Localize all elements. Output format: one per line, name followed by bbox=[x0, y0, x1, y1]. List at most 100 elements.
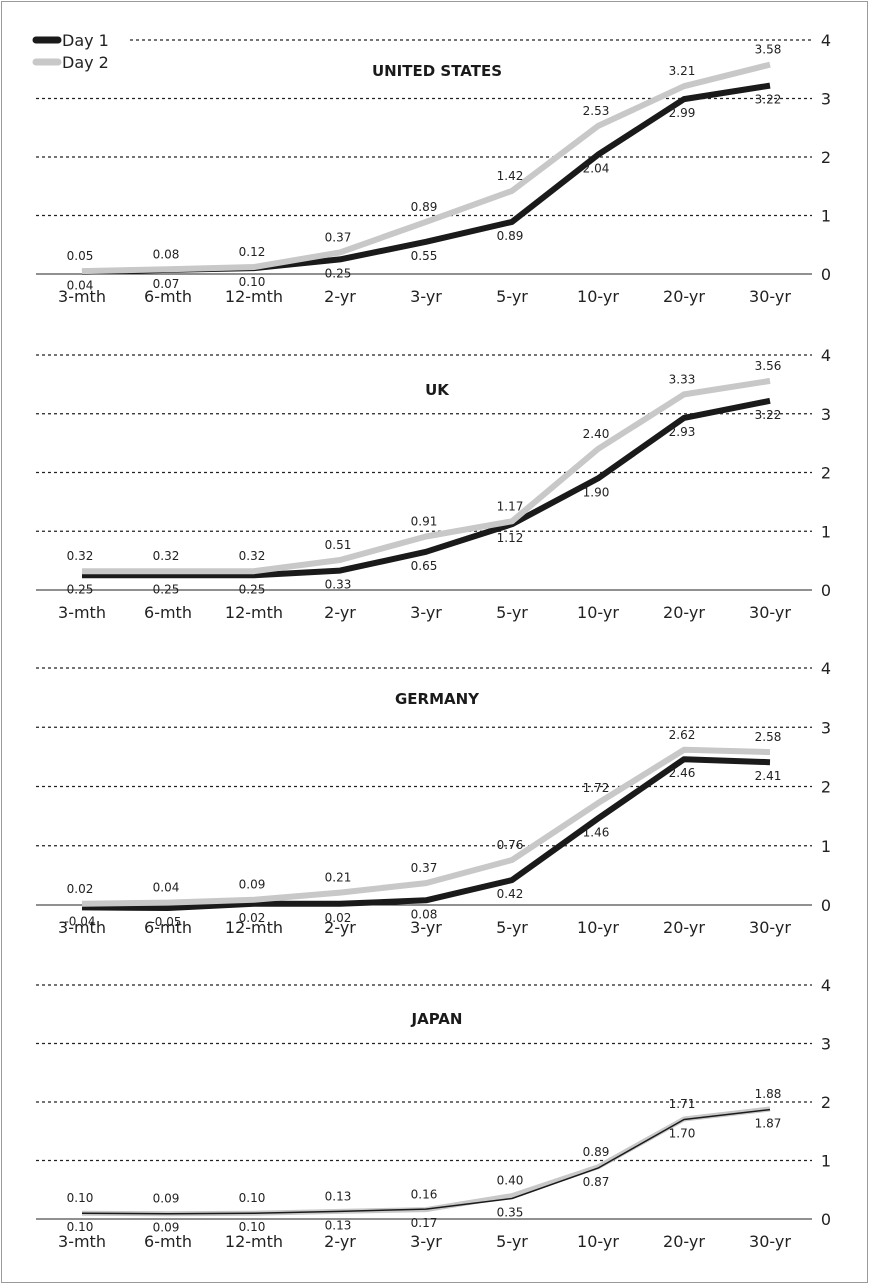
data-label-day2: 3.33 bbox=[669, 372, 696, 386]
x-tick-label: 3-mth bbox=[58, 918, 106, 937]
y-tick-label: 4 bbox=[821, 346, 831, 365]
x-tick-label: 5-yr bbox=[496, 287, 528, 306]
x-tick-label: 30-yr bbox=[749, 287, 791, 306]
x-tick-label: 3-mth bbox=[58, 1232, 106, 1251]
data-label-day1: 0.02 bbox=[325, 911, 352, 925]
data-label-day1: 2.93 bbox=[669, 425, 696, 439]
data-label-day2: 0.09 bbox=[239, 878, 266, 892]
legend-day2-label: Day 2 bbox=[62, 53, 109, 72]
data-label-day2: 0.51 bbox=[325, 538, 352, 552]
x-tick-label: 2-yr bbox=[324, 918, 356, 937]
x-tick-label: 30-yr bbox=[749, 1232, 791, 1251]
data-label-day2: 3.21 bbox=[669, 64, 696, 78]
data-label-day1: 0.33 bbox=[325, 578, 352, 592]
data-label-day2: 0.76 bbox=[497, 838, 524, 852]
data-label-day1: 0.55 bbox=[411, 249, 438, 263]
data-label-day1: 1.46 bbox=[583, 825, 610, 839]
data-label-day1: 0.04 bbox=[67, 279, 94, 293]
data-label-day1: 0.25 bbox=[67, 582, 94, 596]
y-tick-label: 3 bbox=[821, 90, 831, 109]
x-tick-label: 20-yr bbox=[663, 1232, 705, 1251]
y-tick-label: 4 bbox=[821, 659, 831, 678]
y-tick-label: 3 bbox=[821, 718, 831, 737]
y-tick-label: 3 bbox=[821, 1035, 831, 1054]
data-label-day1: 0.87 bbox=[583, 1175, 610, 1189]
data-label-day2: 1.72 bbox=[583, 781, 610, 795]
data-label-day1: 2.04 bbox=[583, 162, 610, 176]
y-tick-label: 2 bbox=[821, 1093, 831, 1112]
series-day1-line bbox=[81, 1108, 771, 1215]
data-label-day2: 0.89 bbox=[583, 1145, 610, 1159]
data-label-day2: 0.37 bbox=[325, 230, 352, 244]
y-tick-label: 2 bbox=[821, 464, 831, 483]
x-tick-label: 20-yr bbox=[663, 918, 705, 937]
data-label-day1: 0.17 bbox=[411, 1216, 438, 1230]
data-label-day2: 2.58 bbox=[755, 730, 782, 744]
data-label-day1: 2.46 bbox=[669, 766, 696, 780]
x-tick-label: 5-yr bbox=[496, 603, 528, 622]
x-tick-label: 6-mth bbox=[144, 603, 192, 622]
data-label-day1: 1.87 bbox=[755, 1117, 782, 1131]
series-day2-line bbox=[81, 746, 771, 907]
x-tick-label: 12-mth bbox=[225, 1232, 283, 1251]
x-tick-label: 30-yr bbox=[749, 918, 791, 937]
x-tick-label: 20-yr bbox=[663, 287, 705, 306]
x-tick-label: 5-yr bbox=[496, 918, 528, 937]
data-label-day2: 0.40 bbox=[497, 1174, 524, 1188]
data-label-day1: -0.05 bbox=[150, 915, 181, 929]
x-tick-label: 6-mth bbox=[144, 918, 192, 937]
data-label-day2: 2.62 bbox=[669, 728, 696, 742]
data-label-day2: 1.42 bbox=[497, 169, 524, 183]
x-tick-label: 2-yr bbox=[324, 287, 356, 306]
data-label-day1: 2.41 bbox=[755, 769, 782, 783]
data-label-day1: 0.25 bbox=[153, 582, 180, 596]
data-label-day2: 0.10 bbox=[67, 1191, 94, 1205]
y-tick-label: 1 bbox=[821, 837, 831, 856]
series-day1-line bbox=[81, 82, 771, 275]
data-label-day2: 0.04 bbox=[153, 881, 180, 895]
y-tick-label: 2 bbox=[821, 148, 831, 167]
y-tick-label: 1 bbox=[821, 1152, 831, 1171]
y-tick-label: 0 bbox=[821, 265, 831, 284]
y-tick-label: 1 bbox=[821, 207, 831, 226]
x-tick-label: 10-yr bbox=[577, 603, 619, 622]
y-tick-label: 2 bbox=[821, 778, 831, 797]
x-tick-label: 3-yr bbox=[410, 918, 442, 937]
data-label-day1: 1.70 bbox=[669, 1127, 696, 1141]
data-label-day1: 0.09 bbox=[153, 1221, 180, 1235]
data-label-day1: -0.04 bbox=[64, 914, 95, 928]
legend-day1-label: Day 1 bbox=[62, 31, 109, 50]
y-tick-label: 0 bbox=[821, 1210, 831, 1229]
data-label-day2: 0.08 bbox=[153, 247, 180, 261]
data-label-day2: 0.32 bbox=[153, 549, 180, 563]
x-tick-label: 3-yr bbox=[410, 287, 442, 306]
data-label-day1: 0.10 bbox=[239, 1220, 266, 1234]
data-label-day1: 0.10 bbox=[67, 1220, 94, 1234]
y-tick-label: 0 bbox=[821, 896, 831, 915]
data-label-day2: 0.21 bbox=[325, 871, 352, 885]
data-label-day2: 0.10 bbox=[239, 1191, 266, 1205]
y-tick-label: 4 bbox=[821, 976, 831, 995]
data-label-day2: 1.17 bbox=[497, 499, 524, 513]
data-label-day2: 0.91 bbox=[411, 515, 438, 529]
series-day1-line bbox=[82, 397, 771, 579]
chart-title: JAPAN bbox=[411, 1010, 463, 1028]
y-tick-label: 4 bbox=[821, 31, 831, 50]
x-tick-label: 2-yr bbox=[324, 603, 356, 622]
data-label-day2: 0.13 bbox=[325, 1189, 352, 1203]
data-label-day2: 2.53 bbox=[583, 104, 610, 118]
x-tick-label: 12-mth bbox=[225, 603, 283, 622]
data-label-day2: 0.16 bbox=[411, 1188, 438, 1202]
data-label-day1: 0.42 bbox=[497, 887, 524, 901]
data-label-day1: 0.65 bbox=[411, 559, 438, 573]
x-tick-label: 3-mth bbox=[58, 287, 106, 306]
data-label-day2: 0.12 bbox=[239, 245, 266, 259]
data-label-day1: 0.35 bbox=[497, 1206, 524, 1220]
x-tick-label: 5-yr bbox=[496, 1232, 528, 1251]
data-label-day2: 2.40 bbox=[583, 427, 610, 441]
x-tick-label: 12-mth bbox=[225, 918, 283, 937]
data-label-day2: 0.05 bbox=[67, 249, 94, 263]
x-tick-label: 10-yr bbox=[577, 1232, 619, 1251]
data-label-day1: 0.13 bbox=[325, 1218, 352, 1232]
x-tick-label: 30-yr bbox=[749, 603, 791, 622]
